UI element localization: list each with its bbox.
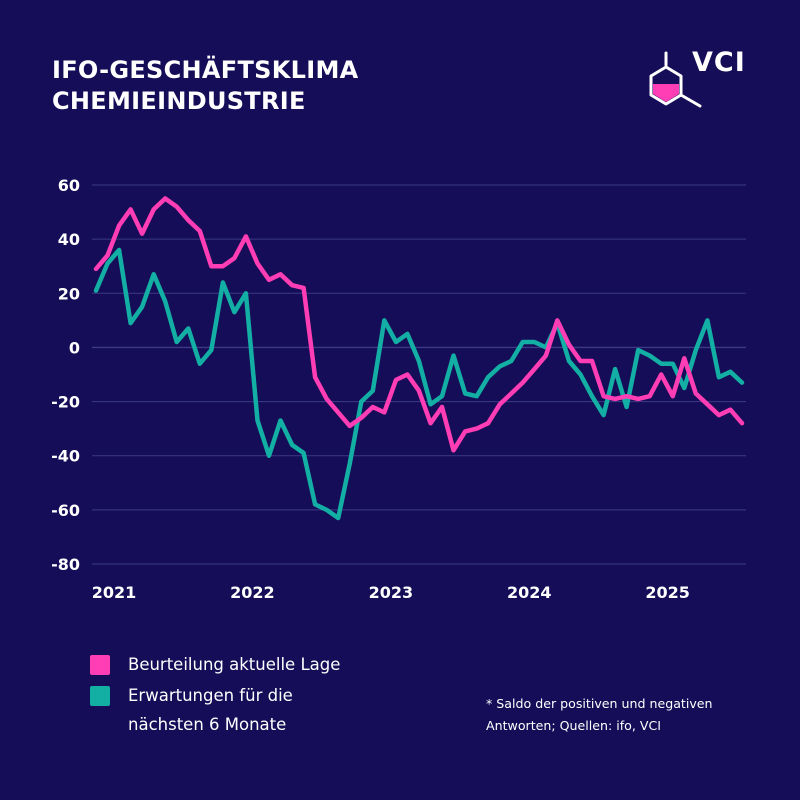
legend-label-erwartungen: Erwartungen für die nächsten 6 Monate	[128, 686, 293, 734]
chart-gridlines	[92, 184, 746, 565]
chart-series	[93, 196, 745, 521]
y-tick-label: 40	[58, 230, 80, 249]
legend-swatch-teal	[90, 686, 110, 706]
vci-logo-icon	[649, 51, 702, 108]
chart-title: IFO-GESCHÄFTSKLIMA CHEMIEINDUSTRIE	[52, 55, 359, 117]
footnote: * Saldo der positiven und negativen Antw…	[486, 696, 713, 733]
legend-label-aktuelle-lage: Beurteilung aktuelle Lage	[128, 655, 341, 674]
y-tick-label: -80	[51, 555, 80, 574]
legend-item-erwartungen: Erwartungen für die nächsten 6 Monate	[90, 686, 330, 739]
y-tick-label: 0	[69, 338, 80, 357]
vci-logo-text: VCI	[692, 47, 746, 78]
y-tick-label: 20	[58, 284, 80, 303]
x-axis-ticks: 2021 2022 2023 2024 2025	[92, 583, 690, 602]
y-tick-label: 60	[58, 176, 80, 195]
y-axis-ticks: 60 40 20 0 -20 -40 -60 -80	[51, 176, 80, 574]
series-line-aktuelle-lage	[93, 196, 745, 453]
x-tick-label: 2024	[507, 583, 552, 602]
x-tick-label: 2025	[645, 583, 690, 602]
chart-title-line-1: IFO-GESCHÄFTSKLIMA	[52, 56, 359, 84]
x-tick-label: 2023	[369, 583, 414, 602]
y-tick-label: -60	[51, 501, 80, 520]
x-tick-label: 2022	[230, 583, 275, 602]
y-tick-label: -20	[51, 393, 80, 412]
chart-title-line-2: CHEMIEINDUSTRIE	[52, 87, 306, 115]
legend-item-aktuelle-lage: Beurteilung aktuelle Lage	[90, 655, 340, 679]
y-tick-label: -40	[51, 447, 80, 466]
series-line-erwartungen	[93, 247, 745, 521]
x-tick-label: 2021	[92, 583, 137, 602]
legend-swatch-pink	[90, 655, 110, 675]
